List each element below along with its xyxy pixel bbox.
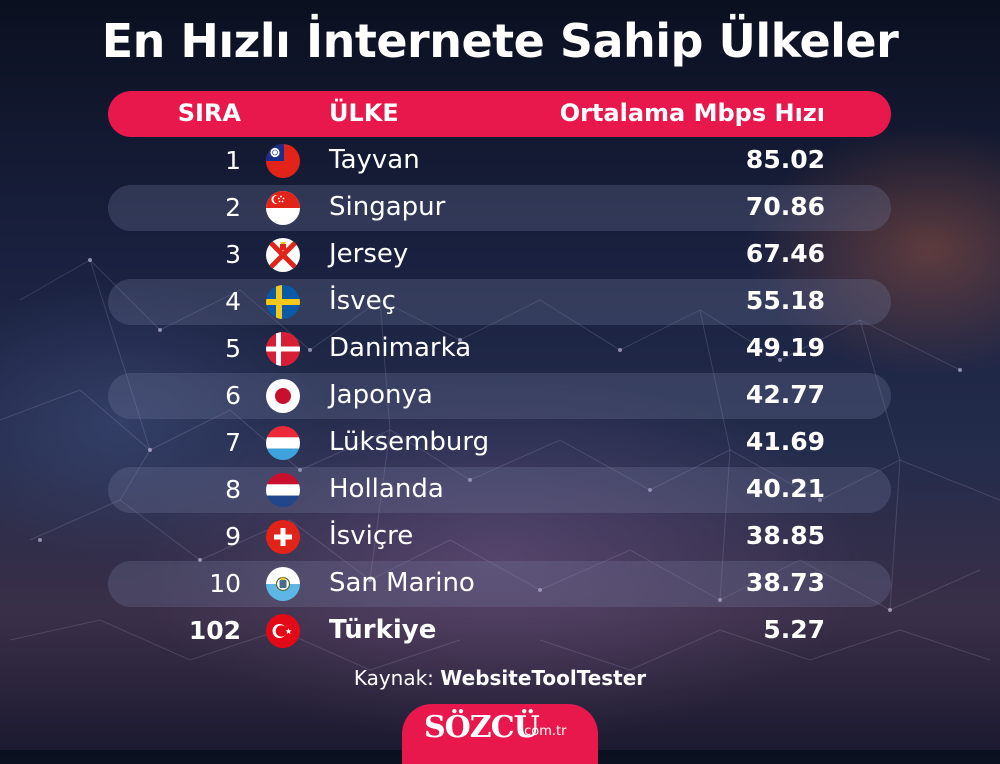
row-speed: 70.86 [745, 192, 825, 221]
row-country: Danimarka [329, 333, 472, 363]
table-row: 10 San Marino 38.73 [108, 561, 891, 607]
taiwan-flag-icon [266, 144, 300, 178]
table-row: 2 Singapur 70.86 [108, 185, 891, 231]
row-speed: 41.69 [745, 427, 825, 456]
turkey-flag-icon [266, 614, 300, 648]
header-country: ÜLKE [329, 99, 399, 127]
row-country: Singapur [329, 192, 446, 222]
row-country: Tayvan [329, 145, 420, 175]
row-country: İsveç [329, 286, 396, 316]
logo-domain: .com.tr [520, 724, 567, 739]
row-country: Lüksemburg [329, 427, 490, 457]
table-row: 4 İsveç 55.18 [108, 279, 891, 325]
table-row: 7 Lüksemburg 41.69 [108, 420, 891, 466]
row-rank: 2 [225, 193, 241, 222]
header-speed: Ortalama Mbps Hızı [559, 99, 825, 127]
row-speed: 38.73 [745, 568, 825, 597]
denmark-flag-icon [266, 332, 300, 366]
row-rank: 102 [188, 616, 241, 645]
row-rank: 6 [225, 381, 241, 410]
row-speed: 55.18 [745, 286, 825, 315]
row-country: Hollanda [329, 474, 444, 504]
singapore-flag-icon [266, 191, 300, 225]
table-header: SIRA ÜLKE Ortalama Mbps Hızı [108, 91, 891, 137]
row-country: İsviçre [329, 521, 414, 551]
switzerland-flag-icon [266, 520, 300, 554]
row-speed: 67.46 [745, 239, 825, 268]
source-credit: Kaynak: WebsiteToolTester [0, 666, 1000, 690]
sweden-flag-icon [266, 285, 300, 319]
logo-brand: SÖZCÜ [424, 710, 540, 745]
row-rank: 4 [225, 287, 241, 316]
row-speed: 40.21 [745, 474, 825, 503]
brand-logo: SÖZCÜ .com.tr [402, 704, 598, 764]
row-country: Türkiye [329, 615, 437, 645]
row-country: San Marino [329, 568, 475, 598]
row-speed: 42.77 [745, 380, 825, 409]
page-title: En Hızlı İnternete Sahip Ülkeler [101, 14, 899, 68]
row-rank: 8 [225, 475, 241, 504]
row-speed: 5.27 [763, 615, 825, 644]
table-row: 9 İsviçre 38.85 [108, 514, 891, 560]
table-row: 1 Tayvan 85.02 [108, 138, 891, 184]
table-row: 6 Japonya 42.77 [108, 373, 891, 419]
row-country: Japonya [329, 380, 433, 410]
table-row: 8 Hollanda 40.21 [108, 467, 891, 513]
source-label: Kaynak: [353, 666, 434, 690]
luxembourg-flag-icon [266, 426, 300, 460]
row-rank: 5 [225, 334, 241, 363]
table-row: 5 Danimarka 49.19 [108, 326, 891, 372]
row-speed: 38.85 [745, 521, 825, 550]
san-marino-flag-icon [266, 567, 300, 601]
source-name: WebsiteToolTester [440, 666, 647, 690]
header-rank: SIRA [177, 99, 241, 127]
row-rank: 1 [225, 146, 241, 175]
row-country: Jersey [329, 239, 409, 269]
row-rank: 9 [225, 522, 241, 551]
row-rank: 3 [225, 240, 241, 269]
row-rank: 7 [225, 428, 241, 457]
row-speed: 49.19 [745, 333, 825, 362]
netherlands-flag-icon [266, 473, 300, 507]
row-speed: 85.02 [745, 145, 825, 174]
jersey-flag-icon [266, 238, 300, 272]
table-row: 3 Jersey 67.46 [108, 232, 891, 278]
japan-flag-icon [266, 379, 300, 413]
table-row: 102 Türkiye 5.27 [108, 608, 891, 654]
row-rank: 10 [209, 569, 241, 598]
